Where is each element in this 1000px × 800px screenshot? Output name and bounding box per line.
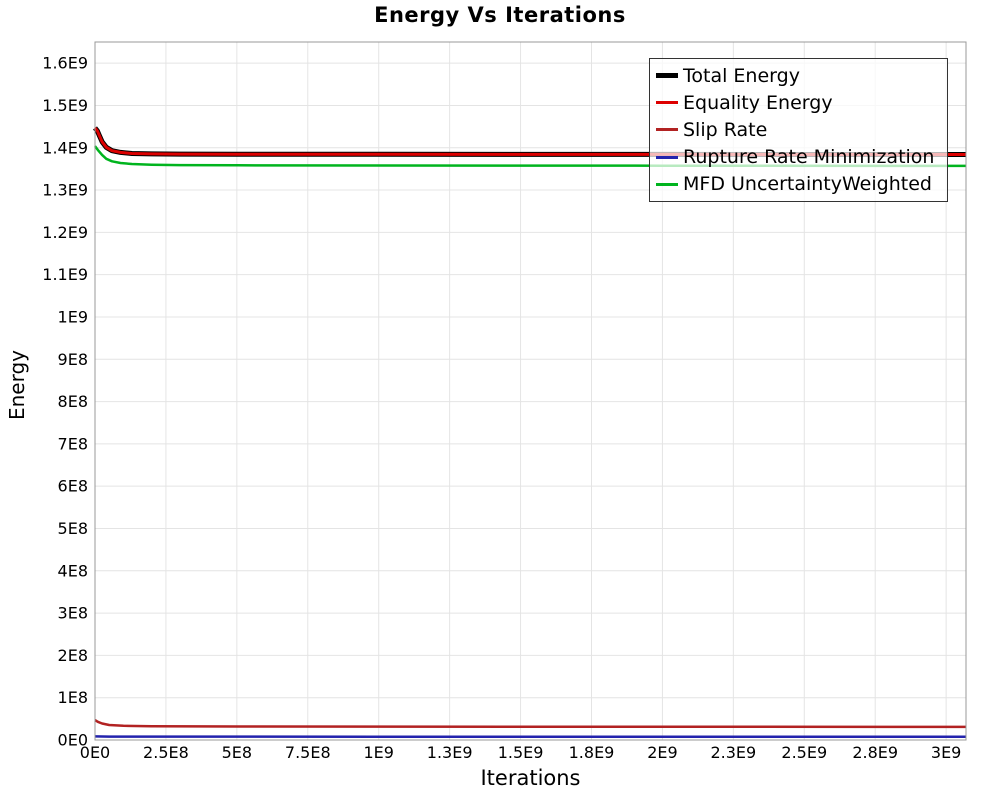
y-tick-label: 1.2E9 [42, 223, 88, 242]
x-tick-label: 2.3E9 [710, 743, 756, 762]
legend-label: Total Energy [683, 64, 800, 87]
legend-item-total-energy: Total Energy [656, 65, 941, 87]
y-tick-label: 3E8 [58, 604, 88, 623]
y-axis-label: Energy [5, 349, 29, 421]
plot-border [94, 41, 967, 741]
x-tick-label: 2.5E8 [143, 743, 189, 762]
y-tick-label: 5E8 [58, 519, 88, 538]
legend-item-equality-energy: Equality Energy [656, 92, 941, 114]
y-tick-label: 2E8 [58, 646, 88, 665]
y-tick-label: 9E8 [58, 350, 88, 369]
legend-swatch-mfd-uncertaintyweighted [656, 182, 678, 186]
y-tick-label: 1E9 [58, 307, 88, 326]
x-axis-label: Iterations [480, 766, 581, 790]
x-tick-label: 1.3E9 [427, 743, 473, 762]
legend-item-mfd-uncertaintyweighted: MFD UncertaintyWeighted [656, 173, 941, 195]
x-tick-label: 5E8 [222, 743, 252, 762]
y-tick-label: 6E8 [58, 477, 88, 496]
legend-label: Slip Rate [683, 118, 768, 141]
y-tick-label: 1.4E9 [42, 138, 88, 157]
legend-swatch-slip-rate [656, 128, 678, 132]
legend-item-slip-rate: Slip Rate [656, 119, 941, 141]
chart-title: Energy Vs Iterations [374, 3, 626, 27]
legend-swatch-equality-energy [656, 101, 678, 105]
series-line-mfd-uncertaintyweighted [93, 145, 967, 168]
y-tick-label: 7E8 [58, 434, 88, 453]
x-tick-label: 0E0 [80, 743, 110, 762]
x-tick-label: 2.8E9 [852, 743, 898, 762]
x-tick-label: 1E9 [363, 743, 393, 762]
legend-swatch-rupture-rate-minimization [656, 155, 678, 159]
y-tick-label: 0E0 [58, 731, 88, 750]
x-tick-label: 1.5E9 [498, 743, 544, 762]
x-tick-label: 7.5E8 [285, 743, 331, 762]
x-tick-label: 3E9 [931, 743, 961, 762]
y-tick-label: 1.5E9 [42, 96, 88, 115]
y-tick-label: 1.1E9 [42, 265, 88, 284]
legend-item-rupture-rate-minimization: Rupture Rate Minimization [656, 146, 941, 168]
y-tick-label: 1E8 [58, 688, 88, 707]
legend: Total Energy Equality Energy Slip Rate Rupt… [649, 58, 948, 202]
y-tick-label: 1.3E9 [42, 181, 88, 200]
y-tick-label: 8E8 [58, 392, 88, 411]
x-tick-label: 1.8E9 [569, 743, 615, 762]
x-tick-label: 2.5E9 [781, 743, 827, 762]
y-tick-label: 4E8 [58, 561, 88, 580]
legend-label: MFD UncertaintyWeighted [683, 173, 932, 196]
series-line-slip-rate [94, 719, 967, 729]
legend-label: Equality Energy [683, 91, 833, 114]
series-line-equality-energy [93, 126, 966, 156]
y-tick-label: 1.6E9 [42, 54, 88, 73]
legend-swatch-total-energy [656, 73, 678, 79]
legend-label: Rupture Rate Minimization [683, 146, 935, 169]
x-tick-label: 2E9 [647, 743, 677, 762]
